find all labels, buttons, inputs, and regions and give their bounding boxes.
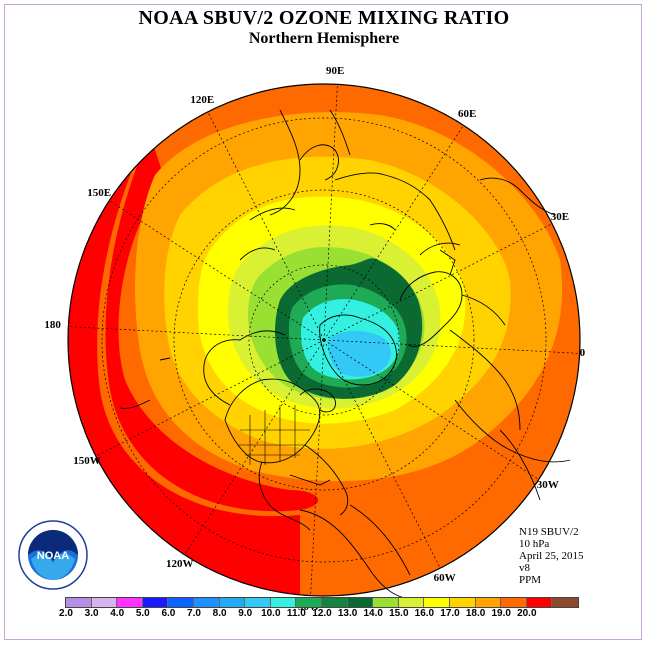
graticule bbox=[68, 84, 580, 596]
colorbar-tick-label: 12.0 bbox=[312, 608, 332, 619]
level-label: 10 hPa bbox=[519, 538, 550, 550]
svg-text:NOAA: NOAA bbox=[37, 550, 69, 562]
satellite-label: N19 SBUV/2 bbox=[519, 526, 579, 538]
meridian-line bbox=[323, 84, 338, 341]
colorbar-swatch bbox=[117, 598, 143, 607]
colorbar bbox=[65, 597, 579, 608]
plot-info: N19 SBUV/2 10 hPa April 25, 2015 v8 PPM bbox=[519, 526, 583, 586]
colorbar-tick-label: 4.0 bbox=[110, 608, 125, 619]
figure-frame bbox=[4, 4, 642, 640]
meridian-line bbox=[184, 339, 325, 555]
meridian-line bbox=[68, 326, 325, 341]
page-subtitle: Northern Hemisphere bbox=[248, 30, 400, 47]
meridian-line bbox=[323, 223, 553, 341]
meridian-line bbox=[323, 339, 580, 354]
longitude-label: 180 bbox=[44, 318, 61, 331]
colorbar-tick-label: 10.0 bbox=[261, 608, 281, 619]
us-state-borders bbox=[238, 405, 310, 465]
longitude-label: 0 bbox=[579, 347, 586, 360]
colorbar-swatch bbox=[501, 598, 527, 607]
longitude-label: 60E bbox=[457, 108, 477, 121]
meridian-line bbox=[207, 111, 325, 341]
longitude-label: 60W bbox=[433, 571, 456, 584]
colorbar-swatch bbox=[270, 598, 297, 607]
colorbar-tick-label: 18.0 bbox=[465, 608, 486, 619]
colorbar-tick-label: 9.0 bbox=[238, 608, 253, 619]
colorbar-tick-label: 5.0 bbox=[135, 608, 150, 619]
colorbar-swatch bbox=[142, 598, 169, 607]
colorbar-swatch bbox=[321, 598, 348, 607]
longitude-label: 120W bbox=[166, 557, 194, 570]
longitude-label: 30W bbox=[536, 478, 559, 491]
colorbar-tick-label: 16.0 bbox=[414, 608, 435, 619]
colorbar-tick-label: 14.0 bbox=[363, 608, 383, 619]
noaa-logo: NOAA bbox=[17, 519, 89, 591]
colorbar-swatch bbox=[168, 598, 194, 607]
colorbar-swatch bbox=[424, 598, 450, 607]
longitude-label: 90E bbox=[326, 65, 345, 78]
longitude-label: 120E bbox=[190, 94, 215, 107]
longitude-label: 150W bbox=[73, 454, 101, 467]
colorbar-swatch bbox=[245, 598, 271, 607]
ozone-field bbox=[68, 84, 580, 596]
field-19b bbox=[68, 100, 300, 596]
meridian-line bbox=[323, 339, 441, 569]
meridian-line bbox=[95, 339, 325, 457]
colorbar-tick-label: 19.0 bbox=[491, 608, 511, 619]
meridian-line bbox=[323, 125, 464, 341]
colorbar-swatch bbox=[347, 598, 374, 607]
date-label: April 25, 2015 bbox=[519, 550, 584, 562]
colorbar-tick-label: 2.0 bbox=[59, 608, 73, 619]
colorbar-tick-label: 15.0 bbox=[389, 608, 409, 619]
map-boundary bbox=[67, 83, 581, 597]
colorbar-swatch bbox=[373, 598, 399, 607]
longitude-label: 30E bbox=[550, 211, 570, 224]
colorbar-swatch bbox=[552, 598, 578, 607]
colorbar-tick-label: 20.0 bbox=[517, 608, 537, 619]
colorbar-swatch bbox=[475, 598, 502, 607]
colorbar-swatch bbox=[91, 598, 118, 607]
colorbar-swatch bbox=[449, 598, 476, 607]
colorbar-swatch bbox=[193, 598, 220, 607]
colorbar-tick-label: 17.0 bbox=[440, 608, 460, 619]
longitude-label: 150E bbox=[87, 187, 112, 200]
units-label: PPM bbox=[519, 574, 542, 586]
colorbar-tick-label: 8.0 bbox=[212, 608, 227, 619]
colorbar-tick-label: 6.0 bbox=[161, 608, 176, 619]
colorbar-labels: 2.0 3.0 4.0 5.0 6.0 7.0 8.0 9.0 10.0 11.0 12.0 13.0… bbox=[0, 608, 648, 622]
version-label: v8 bbox=[519, 562, 530, 574]
colorbar-tick-label: 11.0 bbox=[286, 608, 306, 619]
colorbar-swatch bbox=[526, 598, 553, 607]
colorbar-swatch bbox=[296, 598, 322, 607]
page-title: NOAA SBUV/2 OZONE MIXING RATIO bbox=[138, 7, 510, 29]
colorbar-tick-label: 7.0 bbox=[187, 608, 201, 619]
meridian-line bbox=[323, 339, 539, 480]
colorbar-tick-label: 13.0 bbox=[337, 608, 358, 619]
meridian-line bbox=[310, 339, 325, 596]
colorbar-swatch bbox=[398, 598, 425, 607]
coastlines bbox=[119, 109, 571, 601]
colorbar-swatch bbox=[219, 598, 246, 607]
colorbar-tick-label: 3.0 bbox=[84, 608, 99, 619]
colorbar-swatch bbox=[66, 598, 92, 607]
meridian-line bbox=[109, 200, 325, 341]
